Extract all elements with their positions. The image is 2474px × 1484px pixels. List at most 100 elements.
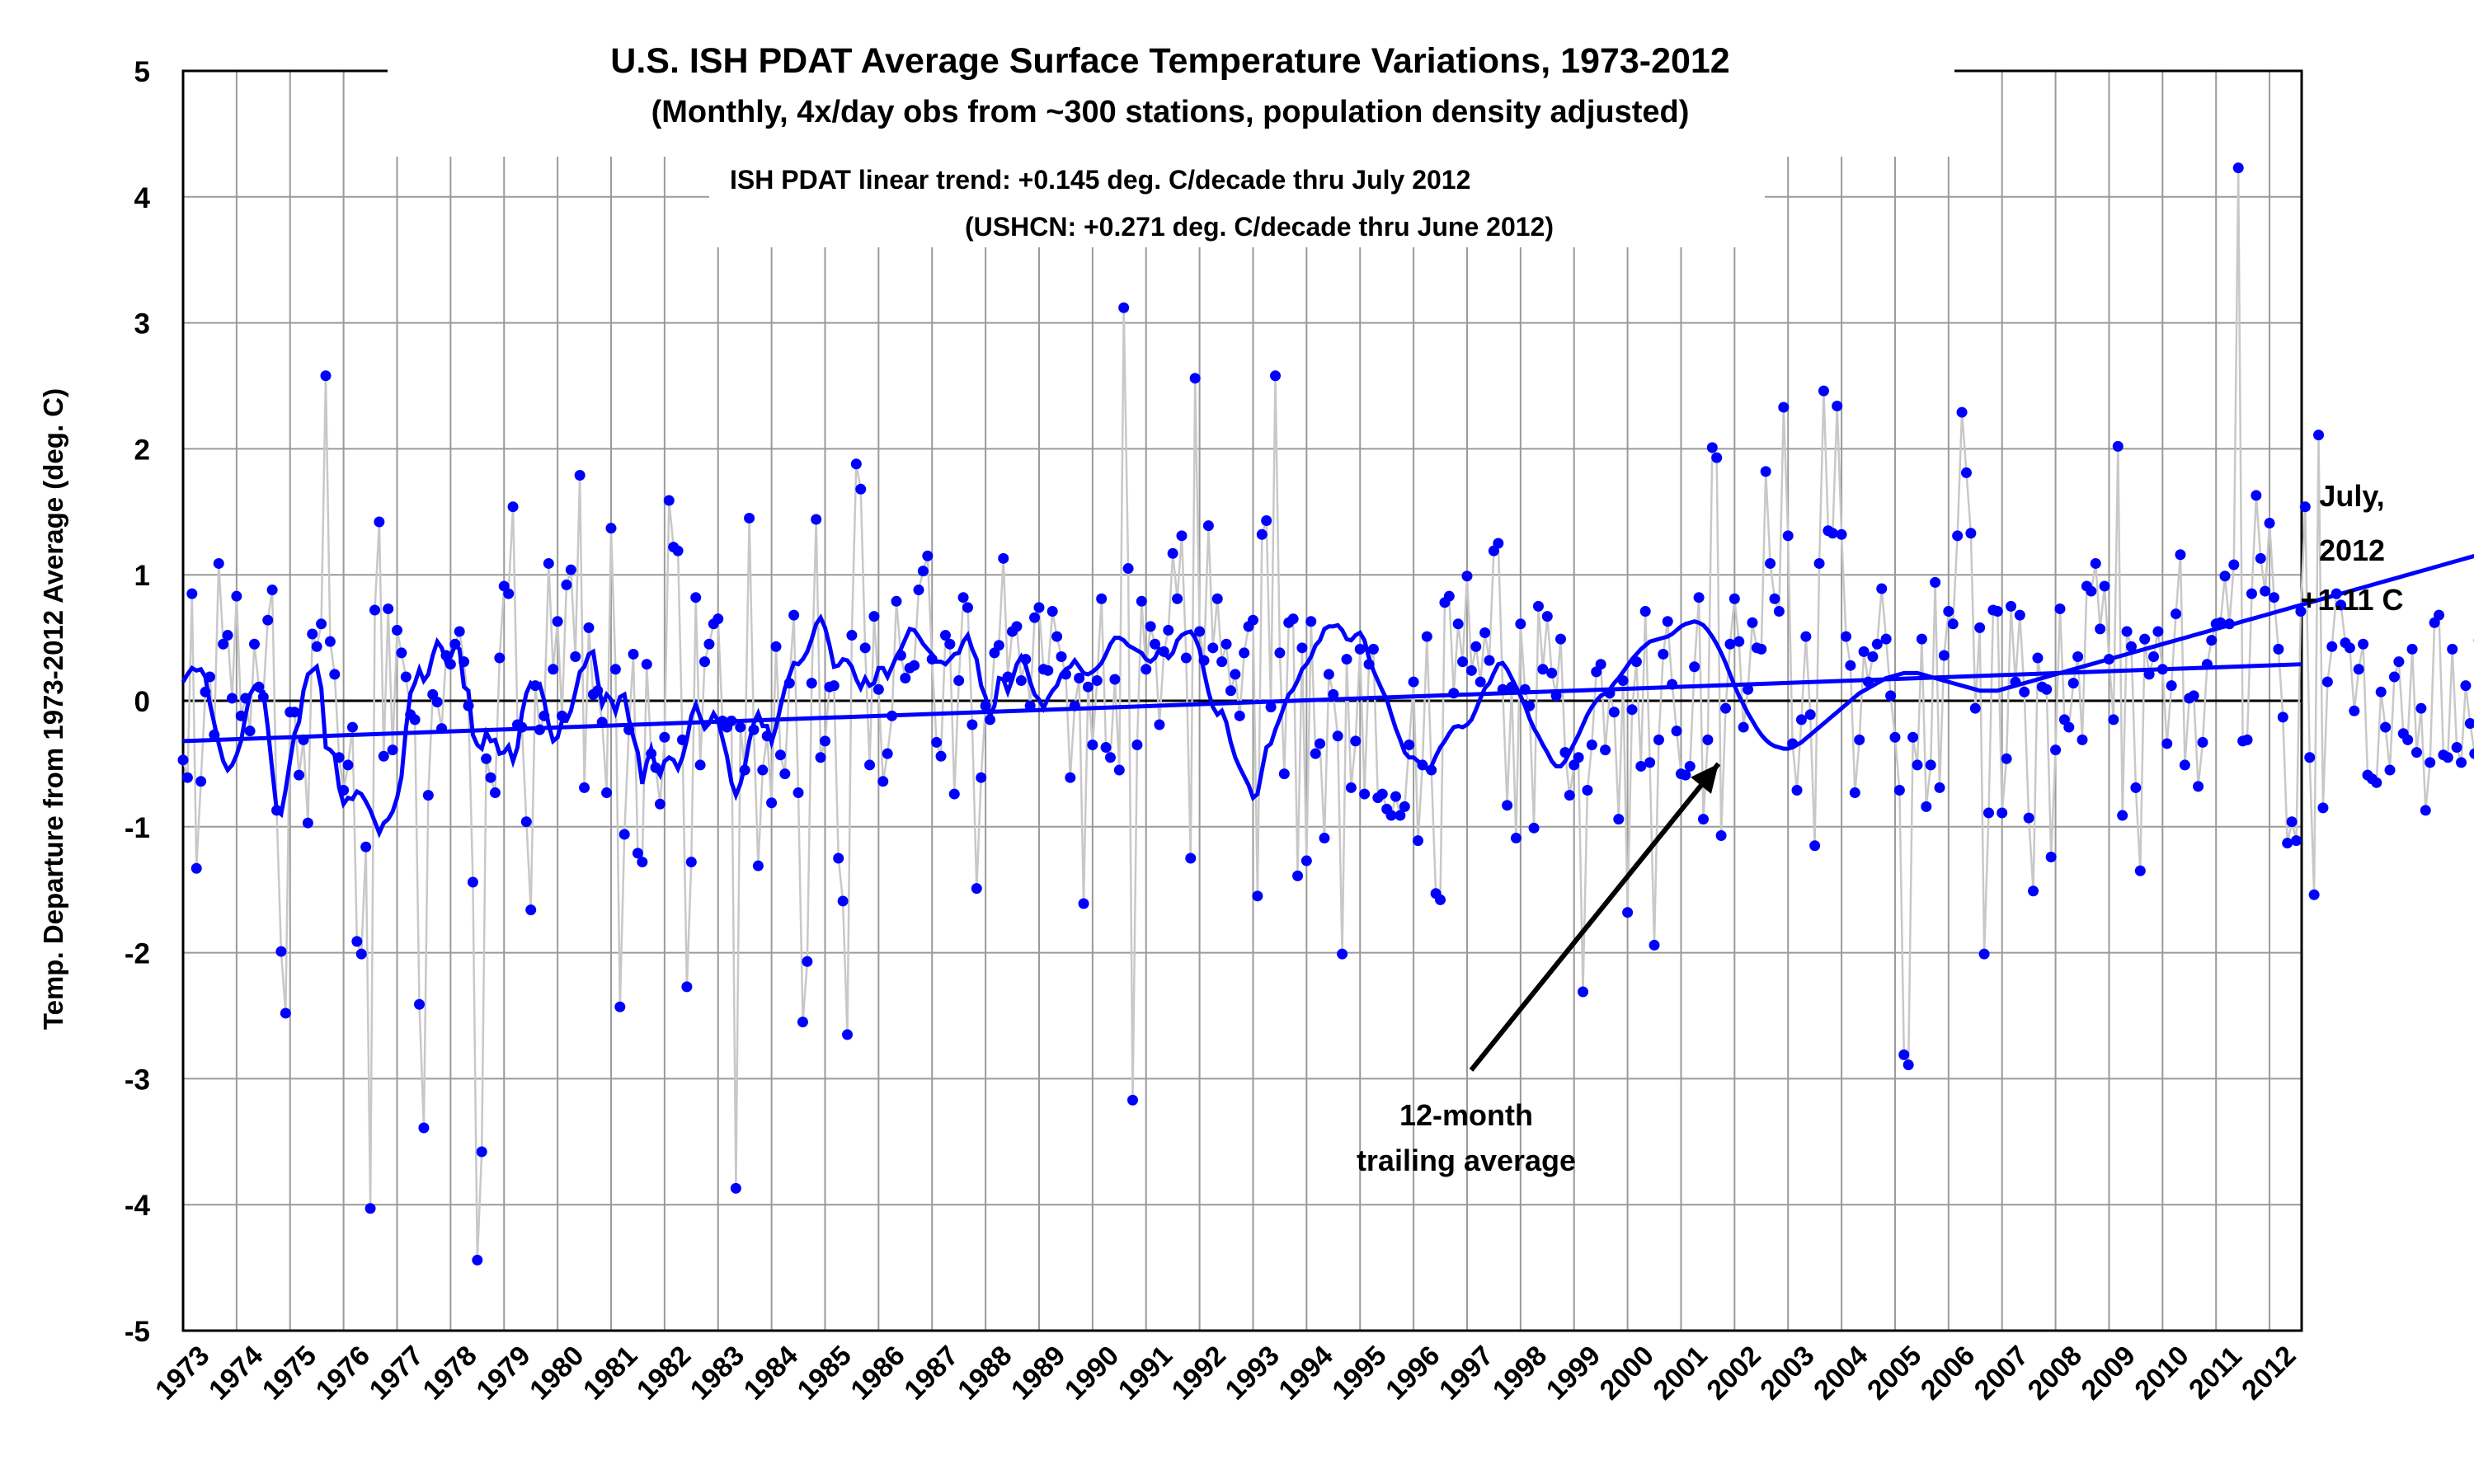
monthly-point bbox=[1960, 467, 1972, 478]
monthly-point bbox=[806, 678, 817, 689]
monthly-point bbox=[859, 642, 871, 654]
monthly-point bbox=[2006, 600, 2017, 612]
monthly-point bbox=[2050, 744, 2062, 756]
monthly-point bbox=[2434, 609, 2445, 621]
highlight-label-month: July, bbox=[2319, 479, 2384, 513]
monthly-point bbox=[1300, 855, 1312, 866]
monthly-point bbox=[2353, 664, 2364, 675]
monthly-point bbox=[864, 759, 876, 771]
monthly-point bbox=[1795, 714, 1807, 726]
monthly-point bbox=[579, 782, 590, 793]
monthly-point bbox=[735, 721, 746, 733]
monthly-point bbox=[1840, 631, 1851, 642]
monthly-point bbox=[1015, 675, 1027, 687]
monthly-point bbox=[971, 883, 982, 895]
annotation-label: 12-month bbox=[1399, 1098, 1533, 1132]
monthly-point bbox=[815, 752, 826, 763]
monthly-point bbox=[1836, 528, 1847, 540]
monthly-point bbox=[962, 602, 973, 613]
monthly-point bbox=[2425, 757, 2436, 768]
monthly-point bbox=[2125, 641, 2137, 652]
monthly-point bbox=[2460, 680, 2472, 692]
monthly-point bbox=[1390, 791, 1401, 802]
monthly-point bbox=[489, 787, 501, 799]
monthly-point bbox=[2299, 501, 2311, 513]
monthly-point bbox=[1337, 948, 1348, 960]
monthly-point bbox=[882, 748, 893, 759]
monthly-point bbox=[2188, 690, 2199, 702]
monthly-point bbox=[1252, 890, 1263, 902]
monthly-point bbox=[2197, 736, 2208, 748]
monthly-point bbox=[1109, 674, 1121, 685]
monthly-point bbox=[1720, 702, 1732, 714]
monthly-point bbox=[1074, 672, 1085, 683]
monthly-point bbox=[1969, 702, 1981, 714]
monthly-point bbox=[2313, 430, 2325, 441]
monthly-point bbox=[976, 772, 987, 783]
monthly-point bbox=[1773, 606, 1785, 618]
monthly-point bbox=[1541, 611, 1553, 622]
monthly-point bbox=[1889, 731, 1901, 743]
monthly-point bbox=[922, 550, 934, 561]
trend-line bbox=[182, 662, 2302, 744]
monthly-point bbox=[1778, 402, 1790, 413]
monthly-point bbox=[481, 753, 492, 764]
monthly-point bbox=[177, 754, 189, 766]
monthly-point bbox=[1622, 907, 1634, 918]
monthly-point bbox=[1185, 852, 1197, 864]
monthly-point bbox=[1413, 835, 1424, 847]
monthly-point bbox=[2054, 603, 2066, 614]
monthly-point bbox=[1354, 643, 1366, 655]
monthly-point bbox=[935, 750, 947, 762]
monthly-point bbox=[1827, 528, 1838, 539]
monthly-point bbox=[1328, 688, 1339, 700]
monthly-point bbox=[1800, 631, 1812, 642]
monthly-point bbox=[1470, 641, 1482, 652]
monthly-point bbox=[1167, 547, 1178, 559]
monthly-point bbox=[690, 592, 702, 603]
monthly-point bbox=[1296, 642, 1308, 654]
monthly-point bbox=[2045, 851, 2057, 862]
monthly-point bbox=[770, 641, 782, 652]
monthly-point bbox=[2255, 552, 2266, 564]
monthly-point bbox=[1033, 602, 1045, 613]
monthly-point bbox=[1189, 373, 1201, 384]
y-tick-label: -1 bbox=[125, 812, 150, 844]
monthly-point bbox=[2134, 865, 2146, 876]
y-tick-label: -3 bbox=[125, 1064, 150, 1096]
monthly-point bbox=[467, 876, 478, 888]
monthly-point bbox=[1956, 406, 1968, 418]
monthly-point bbox=[1278, 768, 1290, 780]
monthly-point bbox=[2032, 652, 2044, 664]
monthly-point bbox=[909, 660, 920, 671]
monthly-point bbox=[1639, 606, 1651, 618]
monthly-point bbox=[944, 638, 956, 650]
monthly-point bbox=[1421, 631, 1432, 642]
monthly-point bbox=[659, 731, 670, 743]
monthly-point bbox=[1782, 530, 1794, 542]
monthly-point bbox=[1608, 707, 1620, 718]
monthly-point bbox=[1912, 759, 1923, 771]
monthly-point bbox=[1997, 807, 2008, 819]
monthly-point bbox=[275, 946, 287, 957]
monthly-point bbox=[1653, 734, 1664, 745]
monthly-point bbox=[663, 495, 675, 506]
monthly-point bbox=[1345, 782, 1357, 793]
monthly-point bbox=[583, 622, 595, 633]
monthly-point bbox=[294, 769, 305, 781]
monthly-point bbox=[2161, 738, 2173, 749]
monthly-point bbox=[1813, 557, 1825, 569]
monthly-point bbox=[1818, 385, 1829, 397]
monthly-point bbox=[2241, 734, 2253, 745]
monthly-point bbox=[967, 719, 978, 730]
monthly-point bbox=[1804, 709, 1816, 721]
y-tick-label: 0 bbox=[134, 686, 150, 718]
monthly-point bbox=[1315, 738, 1326, 749]
monthly-point bbox=[1145, 621, 1156, 632]
y-tick-labels: 5 4 3 2 1 0 -1 -2 -3 -4 -5 bbox=[125, 56, 151, 1348]
y-tick-label: 2 bbox=[134, 434, 150, 466]
monthly-point bbox=[609, 664, 621, 675]
monthly-point bbox=[391, 624, 402, 636]
monthly-point bbox=[2451, 742, 2462, 754]
monthly-point bbox=[548, 664, 559, 675]
